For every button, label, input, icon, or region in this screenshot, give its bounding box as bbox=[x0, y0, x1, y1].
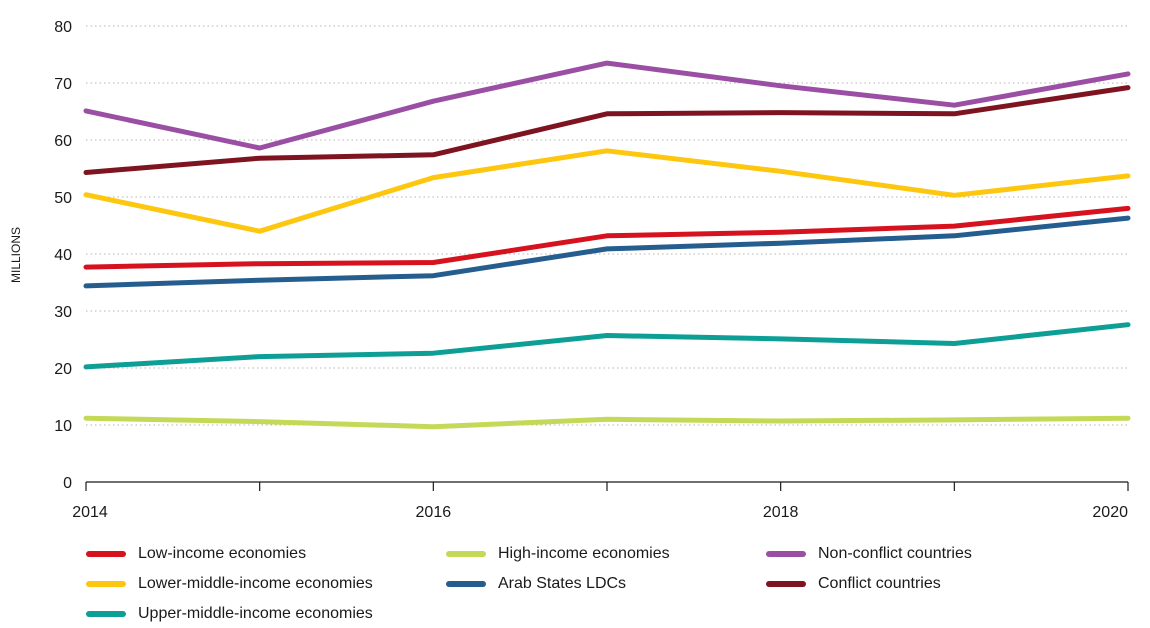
series-layer bbox=[83, 60, 1131, 430]
series-line-6 bbox=[83, 60, 1131, 151]
y-tick-label: 30 bbox=[54, 304, 72, 321]
y-tick-label: 40 bbox=[54, 247, 72, 264]
legend-item: Conflict countries bbox=[766, 572, 941, 596]
series-line-5 bbox=[83, 215, 1131, 289]
chart-legend: Low-income economies Lower-middle-income … bbox=[86, 542, 1106, 628]
legend-label: Arab States LDCs bbox=[498, 575, 627, 592]
legend-swatch bbox=[446, 551, 486, 557]
series-line-4 bbox=[83, 415, 1131, 430]
legend-swatch bbox=[86, 581, 126, 587]
legend-swatch bbox=[86, 611, 126, 617]
legend-item: Non-conflict countries bbox=[766, 542, 972, 566]
legend-swatch bbox=[766, 551, 806, 557]
series-line-1 bbox=[83, 205, 1131, 270]
legend-label: Non-conflict countries bbox=[818, 545, 972, 562]
x-tick-label: 2014 bbox=[72, 504, 108, 521]
legend-swatch bbox=[86, 551, 126, 557]
line-chart: 0 10 20 30 40 50 60 70 80 2014 2016 2018 2020 MILLIO… bbox=[9, 19, 1131, 521]
x-tick-label: 2018 bbox=[763, 504, 799, 521]
legend-label: Upper-middle-income economies bbox=[138, 605, 373, 622]
series-line-7 bbox=[83, 85, 1131, 175]
legend-label: Conflict countries bbox=[818, 575, 941, 592]
legend-item: Lower-middle-income economies bbox=[86, 572, 373, 596]
x-tick-label: 2016 bbox=[416, 504, 452, 521]
legend-item: Upper-middle-income economies bbox=[86, 602, 373, 626]
series-line-3 bbox=[83, 322, 1131, 370]
legend-item: High-income economies bbox=[446, 542, 670, 566]
legend-label: High-income economies bbox=[498, 545, 670, 562]
legend-swatch bbox=[766, 581, 806, 587]
legend-item: Low-income economies bbox=[86, 542, 306, 566]
x-tick-label: 2020 bbox=[1092, 504, 1128, 521]
legend-swatch bbox=[446, 581, 486, 587]
legend-label: Low-income economies bbox=[138, 545, 307, 562]
y-tick-label: 10 bbox=[54, 418, 72, 435]
y-tick-label: 20 bbox=[54, 361, 72, 378]
y-tick-label: 60 bbox=[54, 133, 72, 150]
y-tick-label: 0 bbox=[63, 475, 72, 492]
y-tick-label: 50 bbox=[54, 190, 72, 207]
legend-item: Arab States LDCs bbox=[446, 572, 626, 596]
series-line-2 bbox=[83, 148, 1131, 234]
axes: 0 10 20 30 40 50 60 70 80 2014 2016 2018 2020 bbox=[54, 19, 1129, 521]
legend-label: Lower-middle-income economies bbox=[138, 575, 373, 592]
y-tick-label: 80 bbox=[54, 19, 72, 36]
y-axis-label: MILLIONS bbox=[9, 227, 23, 283]
y-tick-label: 70 bbox=[54, 76, 72, 93]
